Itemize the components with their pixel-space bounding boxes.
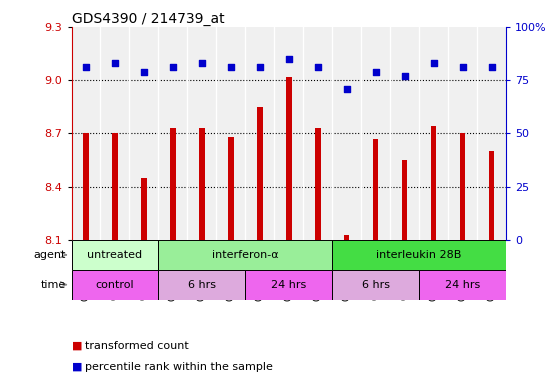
Text: ■: ■	[72, 341, 82, 351]
Text: ■: ■	[72, 362, 82, 372]
Point	[227, 64, 235, 70]
Point	[314, 64, 322, 70]
Text: interleukin 28B: interleukin 28B	[376, 250, 462, 260]
Point	[168, 64, 177, 70]
Point	[140, 68, 148, 74]
Bar	[431, 126, 436, 240]
Bar	[315, 128, 321, 240]
Point	[342, 86, 351, 92]
Bar	[170, 128, 175, 240]
Bar	[286, 76, 292, 240]
Point	[487, 64, 496, 70]
Bar	[199, 128, 205, 240]
Point	[458, 64, 467, 70]
Bar	[228, 137, 234, 240]
Bar	[402, 160, 408, 240]
Point	[284, 56, 293, 62]
Text: time: time	[41, 280, 66, 290]
Text: percentile rank within the sample: percentile rank within the sample	[85, 362, 273, 372]
Bar	[344, 235, 349, 240]
Bar	[489, 151, 494, 240]
Point	[429, 60, 438, 66]
Text: agent: agent	[34, 250, 66, 260]
Bar	[373, 139, 378, 240]
Point	[400, 73, 409, 79]
Text: 24 hrs: 24 hrs	[271, 280, 306, 290]
Bar	[460, 133, 465, 240]
Bar	[72, 240, 158, 270]
Text: GDS4390 / 214739_at: GDS4390 / 214739_at	[72, 12, 224, 26]
Point	[197, 60, 206, 66]
Bar	[332, 270, 419, 300]
Bar	[141, 178, 147, 240]
Text: control: control	[96, 280, 134, 290]
Bar	[158, 270, 245, 300]
Text: 24 hrs: 24 hrs	[445, 280, 480, 290]
Point	[371, 68, 380, 74]
Text: transformed count: transformed count	[85, 341, 189, 351]
Bar	[72, 270, 158, 300]
Bar	[245, 270, 332, 300]
Text: 6 hrs: 6 hrs	[362, 280, 389, 290]
Point	[255, 64, 264, 70]
Bar	[112, 133, 118, 240]
Bar	[332, 240, 506, 270]
Bar	[419, 270, 506, 300]
Point	[111, 60, 119, 66]
Text: 6 hrs: 6 hrs	[188, 280, 216, 290]
Text: untreated: untreated	[87, 250, 142, 260]
Bar	[83, 133, 89, 240]
Point	[81, 64, 90, 70]
Bar	[257, 107, 262, 240]
Bar	[158, 240, 332, 270]
Text: interferon-α: interferon-α	[212, 250, 279, 260]
